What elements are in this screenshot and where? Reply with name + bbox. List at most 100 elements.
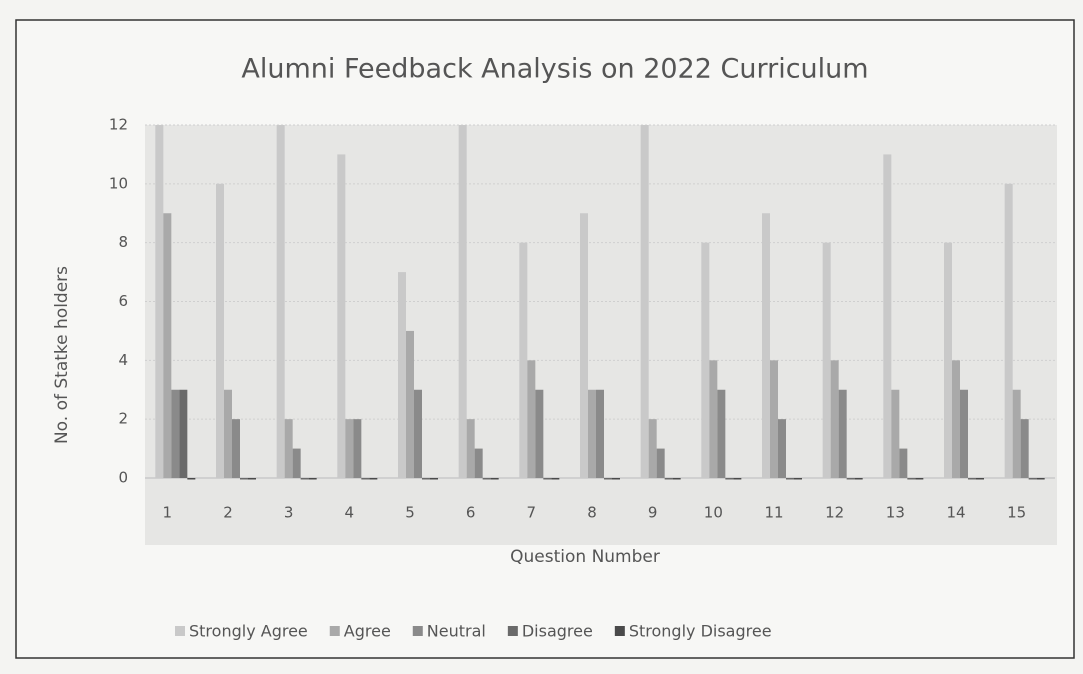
bar — [224, 389, 232, 478]
bar — [672, 478, 681, 480]
legend-swatch — [329, 626, 340, 636]
legend-label: Agree — [344, 622, 391, 641]
bar — [762, 213, 770, 478]
bar — [345, 419, 354, 478]
bar — [907, 478, 916, 480]
bar — [474, 448, 483, 478]
bar — [664, 478, 673, 480]
bar — [248, 478, 256, 480]
bar — [944, 242, 952, 478]
bar — [490, 478, 499, 480]
bar — [353, 419, 362, 478]
bar — [551, 478, 560, 480]
bar — [968, 478, 976, 480]
bar — [960, 389, 968, 478]
bar — [284, 419, 293, 478]
bar — [733, 478, 742, 480]
bar — [422, 478, 430, 480]
bar — [466, 419, 475, 478]
legend-swatch — [175, 626, 185, 636]
x-tick-label: 7 — [527, 504, 537, 522]
bar — [155, 125, 164, 478]
x-tick-label: 15 — [1007, 504, 1026, 522]
x-tick-label: 6 — [466, 504, 476, 522]
x-tick-label: 1 — [163, 504, 173, 522]
bar — [952, 360, 960, 478]
x-tick-label: 10 — [704, 504, 723, 522]
bar — [1020, 419, 1029, 478]
x-tick-label: 4 — [345, 504, 355, 522]
y-tick-label: 6 — [118, 292, 128, 310]
legend-swatch — [412, 626, 423, 636]
bar — [709, 360, 718, 478]
bar — [240, 478, 248, 480]
bar — [794, 478, 802, 480]
y-axis-label: No. of Statke holders — [52, 266, 72, 444]
x-tick-label: 2 — [223, 504, 233, 522]
legend-label: Neutral — [427, 622, 486, 641]
bar — [725, 478, 734, 480]
x-tick-label: 13 — [886, 504, 905, 522]
bar — [1028, 478, 1037, 480]
bar — [535, 389, 544, 478]
bar — [179, 389, 188, 478]
x-tick-label: 3 — [284, 504, 294, 522]
bar — [406, 330, 414, 478]
bar — [846, 478, 855, 480]
bar — [786, 478, 794, 480]
bar — [232, 419, 240, 478]
bar — [891, 389, 900, 478]
bar — [276, 125, 285, 478]
bar — [701, 242, 710, 478]
bar — [171, 389, 180, 478]
bar — [1036, 478, 1045, 480]
bar — [292, 448, 301, 478]
bar — [656, 448, 665, 478]
bar — [854, 478, 863, 480]
bar — [899, 448, 908, 478]
bar — [458, 125, 467, 478]
x-tick-label: 8 — [587, 504, 597, 522]
bar — [717, 389, 726, 478]
bar — [337, 154, 346, 478]
bar — [414, 389, 422, 478]
legend-label: Strongly Agree — [189, 622, 308, 641]
bar — [915, 478, 924, 480]
bar — [519, 242, 528, 478]
y-tick-label: 2 — [118, 410, 128, 428]
bar — [430, 478, 438, 480]
bar — [527, 360, 536, 478]
bar — [580, 213, 588, 478]
bar — [648, 419, 657, 478]
y-tick-label: 4 — [118, 351, 128, 369]
bar — [361, 478, 370, 480]
bar — [822, 242, 831, 478]
x-tick-label: 14 — [946, 504, 965, 522]
bar — [187, 478, 196, 480]
x-tick-label: 11 — [764, 504, 783, 522]
bar — [216, 183, 224, 479]
bar — [1004, 183, 1013, 479]
y-tick-label: 0 — [118, 469, 128, 487]
legend-swatch — [507, 626, 518, 636]
legend-label: Disagree — [522, 622, 593, 641]
y-tick-label: 8 — [118, 233, 128, 251]
legend-swatch — [614, 626, 625, 636]
bar — [883, 154, 892, 478]
y-tick-label: 12 — [109, 116, 128, 134]
bar — [976, 478, 984, 480]
bar — [612, 478, 620, 480]
chart-title: Alumni Feedback Analysis on 2022 Curricu… — [241, 54, 868, 85]
x-tick-label: 12 — [825, 504, 844, 522]
bar — [596, 389, 604, 478]
bar — [543, 478, 552, 480]
bar — [163, 213, 172, 478]
bar — [308, 478, 317, 480]
bar — [398, 272, 406, 478]
bar — [604, 478, 612, 480]
bar — [838, 389, 847, 478]
bar — [300, 478, 309, 480]
bar — [1012, 389, 1021, 478]
